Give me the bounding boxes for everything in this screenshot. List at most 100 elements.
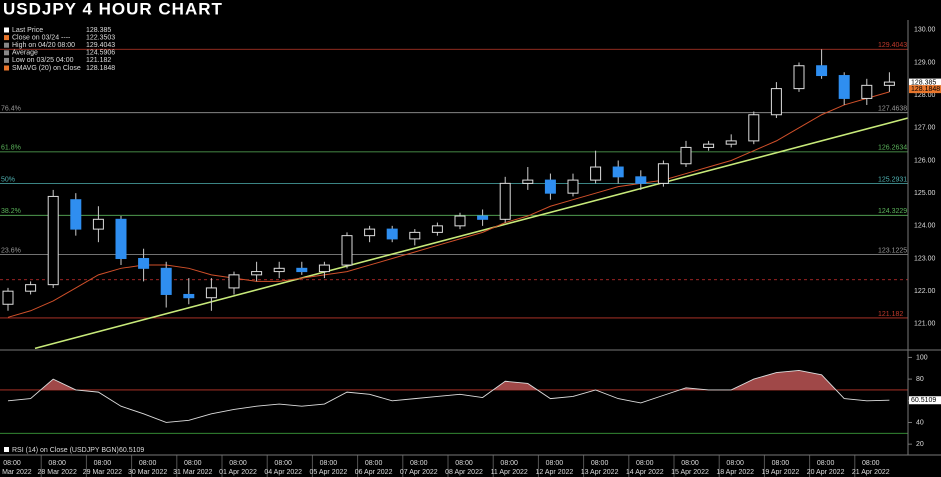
rsi-y-tick-label: 80 [916,376,924,383]
level-name: 50% [1,176,15,183]
x-tick-label: 07 Apr 2022 [400,469,438,476]
x-tick-time: 08:00 [365,460,383,467]
x-tick-label: 11 Apr 2022 [491,469,528,476]
price-tag [909,78,941,87]
x-tick-time: 08:00 [3,460,21,467]
price-tag-label: 128.385 [911,79,936,86]
rsi-legend-swatch [4,447,9,452]
legend-label: Last Price [12,27,43,34]
x-tick-time: 08:00 [681,460,699,467]
legend-swatch [4,65,9,71]
legend-label: High on 04/20 08:00 [12,42,75,49]
y-tick-label: 128.00 [914,92,936,99]
x-tick-label: 20 Apr 2022 [807,469,845,476]
sma-line [7,91,890,318]
plot-layer [2,49,909,423]
candle-body [680,146,692,165]
level-name: 23.6% [1,247,21,254]
rsi-legend-value: 60.5109 [119,447,144,454]
candle-body [861,84,873,99]
x-tick-label: 15 Apr 2022 [671,469,709,476]
x-tick-time: 08:00 [184,460,202,467]
legend-swatch [4,57,9,63]
candle-body [296,267,308,273]
candle-body [115,218,127,260]
legend-label: Close on 03/24 ---- [12,34,71,41]
y-tick-label: 130.00 [914,27,936,34]
candle-body [138,258,150,269]
candle-body [251,271,263,276]
candle-body [318,264,330,273]
candle-body [228,274,240,289]
x-tick-label: 05 Apr 2022 [310,469,348,476]
x-tick-time: 08:00 [772,460,790,467]
x-tick-label: 19 Apr 2022 [762,469,800,476]
x-tick-time: 08:00 [139,460,157,467]
y-tick-label: 125.00 [914,190,936,197]
candle-body [725,140,737,145]
price-tag-label: 128.1848 [911,86,940,93]
x-tick-time: 08:00 [636,460,654,467]
x-tick-time: 08:00 [591,460,609,467]
level-value: 126.2634 [878,145,907,152]
candle-body [883,81,895,86]
x-tick-time: 08:00 [229,460,247,467]
candle-body [635,176,647,184]
y-tick-label: 127.00 [914,125,936,132]
x-tick-time: 08:00 [274,460,292,467]
x-tick-time: 08:00 [410,460,428,467]
legend-value: 129.4043 [86,42,115,49]
candle-body [341,235,353,266]
chart-title: USDJPY 4 HOUR CHART [3,0,223,18]
candle-body [431,225,443,233]
candle-body [567,179,579,194]
candle-body [160,267,172,295]
rsi-legend-label: RSI (14) on Close (USDJPY BGN) [12,447,119,454]
candle-body [364,228,376,237]
x-tick-label: 12 Apr 2022 [536,469,574,476]
y-tick-label: 124.00 [914,223,936,230]
rsi-overbought-area [8,370,890,390]
level-value: 121.182 [878,311,903,318]
level-name: 61.8% [1,145,21,152]
y-tick-label: 122.00 [914,288,936,295]
x-tick-label: 21 Apr 2022 [852,469,890,476]
x-tick-label: 13 Apr 2022 [581,469,619,476]
legend-swatch [4,35,9,41]
level-value: 124.3229 [878,208,907,215]
candle-body [612,166,624,178]
x-tick-time: 08:00 [94,460,112,467]
candle-body [770,88,782,116]
legend-swatch [4,50,9,56]
x-tick-label: 28 Mar 2022 [38,469,77,476]
candle-body [499,182,511,220]
legend-value: 124.5906 [86,50,115,57]
legend-value: 128.385 [86,27,111,34]
legend-value: 122.3503 [86,34,115,41]
x-tick-time: 08:00 [500,460,518,467]
x-tick-label: 01 Apr 2022 [219,469,257,476]
candle-body [183,293,195,299]
candle-body [386,228,398,240]
candle-body [409,231,421,240]
rsi-tag [909,396,941,405]
candle-body [838,75,850,99]
candle-body [273,267,285,273]
x-tick-label: 31 Mar 2022 [173,469,212,476]
legend-value: 128.1848 [86,65,115,72]
candle-body [454,215,466,227]
candle-body [477,215,489,220]
rsi-y-tick-label: 20 [916,441,924,448]
x-tick-time: 08:00 [817,460,835,467]
legend-swatch [4,27,9,33]
candle-body [590,166,602,181]
candle-body [748,114,760,142]
candle-body [205,287,217,299]
legend-swatch [4,42,9,48]
candle-body [793,65,805,90]
candle-body [544,179,556,194]
trendline [34,117,909,350]
title-bg [0,0,238,20]
level-value: 129.4043 [878,42,907,49]
